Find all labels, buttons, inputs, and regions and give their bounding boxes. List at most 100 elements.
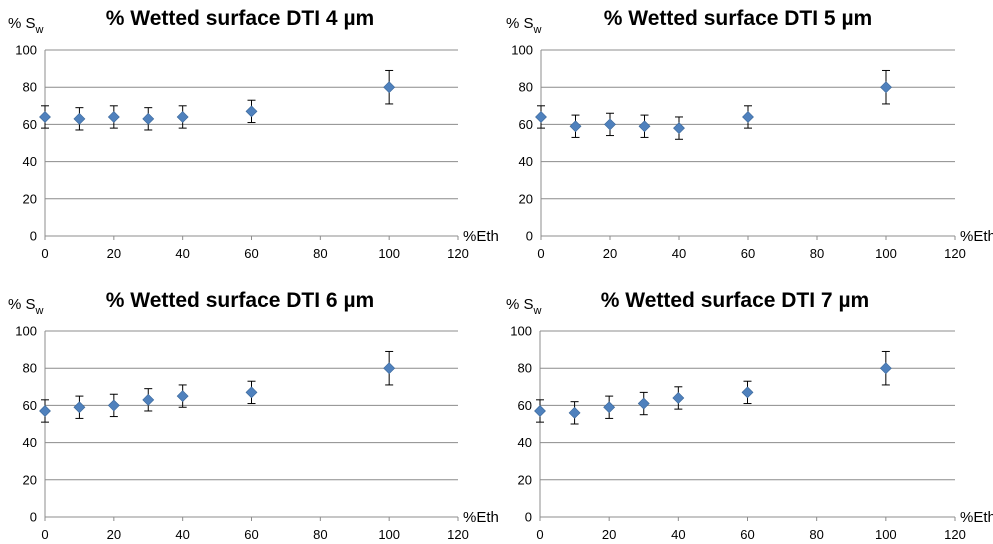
x-axis-label: %Eth bbox=[463, 228, 499, 245]
y-tick-label: 80 bbox=[23, 80, 37, 95]
x-tick-label: 100 bbox=[378, 246, 400, 261]
data-point-marker bbox=[672, 392, 685, 404]
data-point-marker bbox=[383, 362, 396, 375]
y-tick-label: 0 bbox=[30, 510, 37, 525]
x-axis-label: %Eth bbox=[960, 509, 993, 526]
data-point-marker bbox=[569, 120, 582, 133]
data-point-marker bbox=[383, 81, 396, 94]
data-point-marker bbox=[880, 81, 892, 94]
data-point-marker bbox=[603, 401, 616, 414]
y-tick-label: 40 bbox=[23, 435, 37, 450]
x-tick-label: 120 bbox=[944, 527, 966, 542]
y-tick-label: 60 bbox=[23, 117, 37, 132]
y-tick-label: 20 bbox=[23, 472, 37, 487]
data-point-marker bbox=[39, 111, 51, 123]
y-tick-label: 100 bbox=[15, 43, 37, 58]
data-point-marker bbox=[568, 406, 581, 419]
y-axis-label: % Sw bbox=[8, 15, 44, 36]
x-axis-label: %Eth bbox=[960, 228, 993, 245]
data-point-marker bbox=[245, 386, 258, 399]
x-tick-label: 0 bbox=[536, 527, 543, 542]
data-point-marker bbox=[142, 112, 155, 125]
y-tick-label: 80 bbox=[518, 361, 532, 376]
y-tick-label: 100 bbox=[510, 324, 532, 339]
x-tick-label: 80 bbox=[313, 527, 327, 542]
y-axis-label: % Sw bbox=[506, 296, 542, 317]
data-point-marker bbox=[535, 111, 547, 123]
y-tick-label: 40 bbox=[518, 435, 532, 450]
y-tick-label: 0 bbox=[30, 229, 37, 244]
chart-panel-4: % Wetted surface DTI 7 µm % Sw 0 20 40 60 80 10… bbox=[506, 289, 993, 542]
x-tick-label: 60 bbox=[741, 246, 755, 261]
y-tick-label: 0 bbox=[525, 510, 532, 525]
y-tick-label: 100 bbox=[15, 324, 37, 339]
chart-panel-3: % Wetted surface DTI 6 µm % Sw 0 20 40 60 80 10… bbox=[8, 289, 499, 542]
x-tick-label: 0 bbox=[41, 246, 48, 261]
x-tick-label: 60 bbox=[740, 527, 754, 542]
y-tick-label: 20 bbox=[518, 472, 532, 487]
x-tick-label: 100 bbox=[875, 527, 897, 542]
data-point-marker bbox=[673, 122, 685, 135]
x-tick-label: 20 bbox=[107, 246, 121, 261]
x-tick-label: 80 bbox=[809, 527, 823, 542]
x-tick-label: 120 bbox=[447, 527, 469, 542]
x-tick-label: 20 bbox=[107, 527, 121, 542]
y-tick-label: 60 bbox=[518, 398, 532, 413]
y-axis-label-subscript: w bbox=[35, 305, 44, 317]
data-point-marker bbox=[879, 362, 892, 375]
data-point-marker bbox=[741, 386, 754, 399]
y-tick-label: 40 bbox=[23, 154, 37, 169]
x-tick-label: 120 bbox=[447, 246, 469, 261]
y-tick-label: 80 bbox=[23, 361, 37, 376]
x-tick-label: 20 bbox=[602, 527, 616, 542]
chart-title: % Wetted surface DTI 7 µm bbox=[601, 289, 869, 312]
x-tick-label: 60 bbox=[244, 527, 258, 542]
data-point-marker bbox=[176, 111, 189, 123]
y-tick-label: 100 bbox=[511, 43, 533, 58]
y-tick-label: 40 bbox=[519, 154, 533, 169]
data-point-marker bbox=[604, 118, 616, 131]
x-tick-label: 0 bbox=[41, 527, 48, 542]
y-axis-label-main: % S bbox=[8, 15, 36, 32]
y-axis-label-main: % S bbox=[8, 296, 36, 313]
y-axis-label-main: % S bbox=[506, 15, 534, 32]
chart-title: % Wetted surface DTI 6 µm bbox=[106, 289, 374, 312]
x-tick-label: 100 bbox=[875, 246, 897, 261]
y-tick-label: 20 bbox=[519, 191, 533, 206]
x-tick-label: 40 bbox=[175, 527, 189, 542]
data-point-marker bbox=[39, 405, 51, 417]
chart-title: % Wetted surface DTI 5 µm bbox=[604, 7, 872, 30]
x-tick-label: 120 bbox=[944, 246, 966, 261]
y-axis-label-subscript: w bbox=[533, 24, 542, 36]
x-tick-label: 0 bbox=[537, 246, 544, 261]
data-point-marker bbox=[637, 397, 650, 410]
data-point-marker bbox=[176, 390, 189, 403]
data-point-marker bbox=[742, 111, 754, 123]
y-tick-label: 80 bbox=[519, 80, 533, 95]
x-axis-label: %Eth bbox=[463, 509, 499, 526]
x-tick-label: 40 bbox=[175, 246, 189, 261]
x-tick-label: 80 bbox=[810, 246, 824, 261]
data-point-marker bbox=[107, 111, 120, 123]
chart-panel-1: % Wetted surface DTI 4 µm % Sw 0 20 40 60 80 10… bbox=[8, 7, 499, 261]
y-axis-label-subscript: w bbox=[533, 305, 542, 317]
y-tick-label: 20 bbox=[23, 191, 37, 206]
x-tick-label: 100 bbox=[378, 527, 400, 542]
y-tick-label: 0 bbox=[526, 229, 533, 244]
chart-title: % Wetted surface DTI 4 µm bbox=[106, 7, 374, 30]
data-point-marker bbox=[73, 401, 86, 414]
x-tick-label: 40 bbox=[671, 527, 685, 542]
y-axis-label-main: % S bbox=[506, 296, 534, 313]
data-point-marker bbox=[638, 120, 651, 133]
y-axis-label: % Sw bbox=[8, 296, 44, 317]
chart-panel-2: % Wetted surface DTI 5 µm % Sw 0 20 40 60 80 10… bbox=[506, 7, 993, 261]
y-tick-label: 60 bbox=[519, 117, 533, 132]
data-point-marker bbox=[73, 112, 86, 125]
data-point-marker bbox=[142, 393, 155, 406]
data-point-marker bbox=[107, 399, 120, 412]
x-tick-label: 60 bbox=[244, 246, 258, 261]
data-point-marker bbox=[245, 105, 258, 118]
x-tick-label: 80 bbox=[313, 246, 327, 261]
x-tick-label: 20 bbox=[603, 246, 617, 261]
